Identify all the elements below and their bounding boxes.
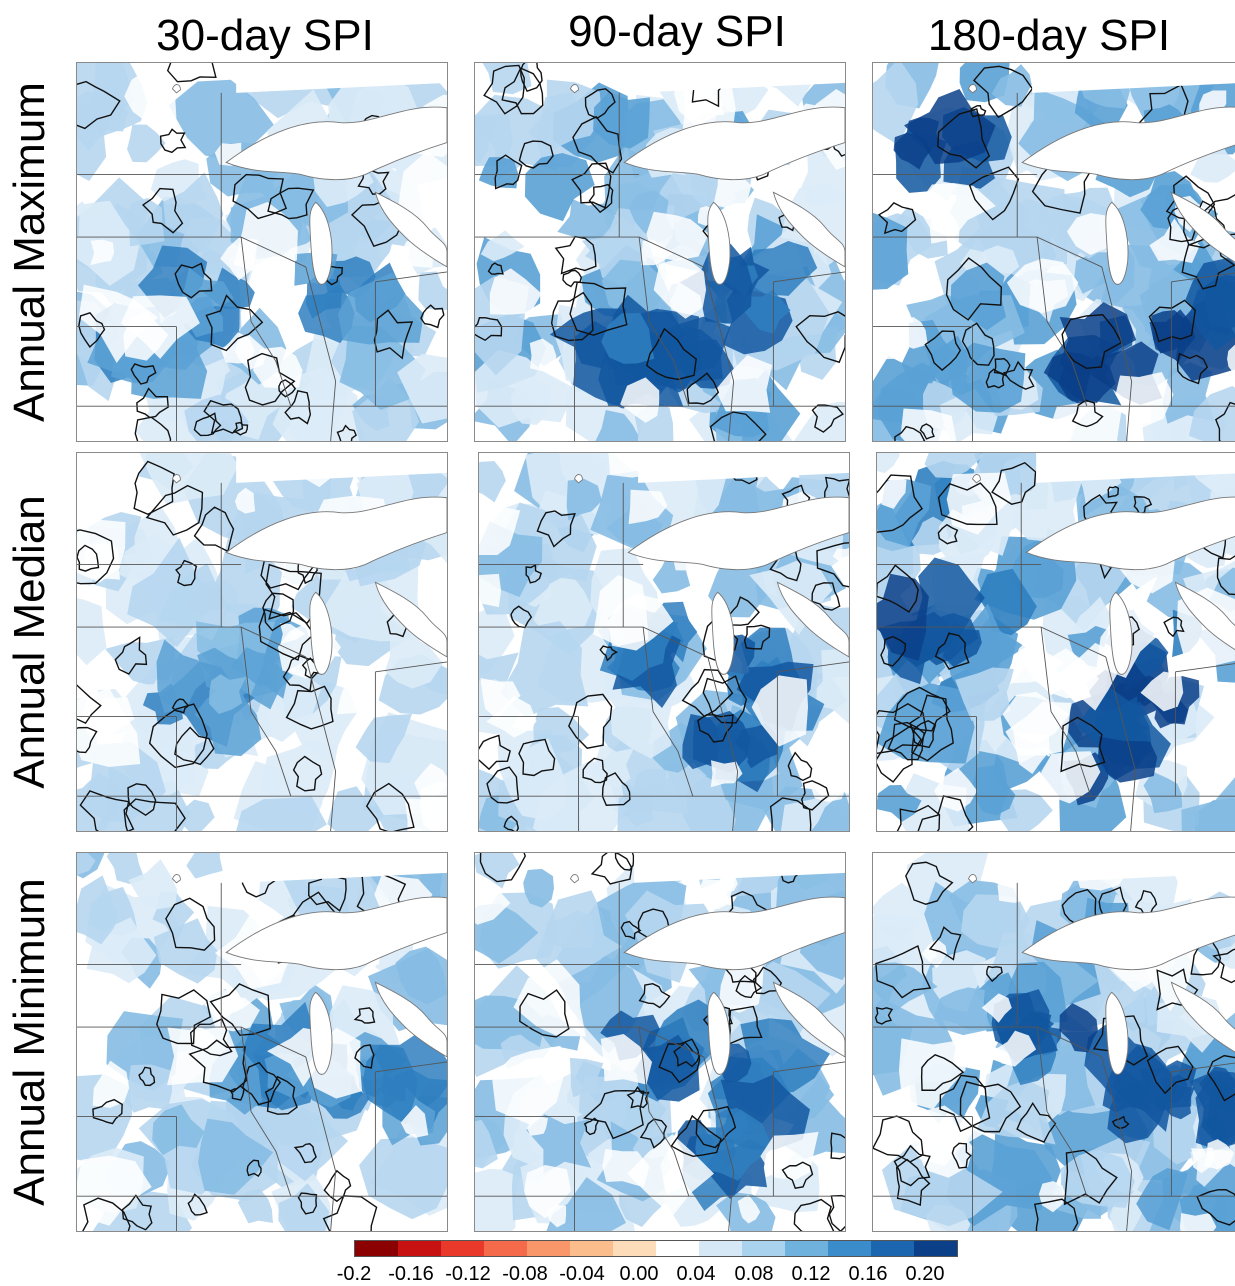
spi-correlation-map [479, 453, 849, 831]
spi-correlation-map [77, 453, 447, 831]
colorbar-tick-label: -0.16 [388, 1263, 434, 1285]
state-boundaries [479, 482, 849, 831]
spi-correlation-map [877, 453, 1235, 831]
colorbar-swatch-3 [484, 1241, 527, 1256]
spi-correlation-map [77, 63, 447, 441]
colorbar-tick-label: 0.20 [905, 1263, 945, 1285]
colorbar-swatch-4 [527, 1241, 570, 1256]
colorbar-tick-label: 0.12 [791, 1263, 831, 1285]
map-panel-min-30day [76, 852, 448, 1232]
colorbar-swatch-9 [742, 1241, 785, 1256]
colorbar-tick-label: 0.08 [734, 1263, 774, 1285]
colorbar-swatch-7 [656, 1241, 699, 1256]
great-lakes [967, 853, 1235, 1075]
colorbar-tick-label: -0.12 [445, 1263, 491, 1285]
map-panel-max-30day [76, 62, 448, 442]
colorbar-swatch-12 [871, 1241, 914, 1256]
great-lakes [171, 853, 447, 1075]
great-lakes [171, 453, 447, 675]
spi-correlation-map [475, 853, 845, 1231]
great-lakes [573, 453, 849, 675]
state-boundaries [475, 882, 845, 1231]
row-title-annual-maximum: Annual Maximum [5, 82, 54, 422]
map-panel-median-90day [478, 452, 850, 832]
significance-contours [877, 65, 1235, 441]
column-title-90day: 90-day SPI [568, 7, 786, 56]
row-title-annual-minimum: Annual Minimum [5, 878, 54, 1206]
significance-contours [479, 853, 845, 1231]
colorbar-swatch-1 [398, 1241, 441, 1256]
column-title-30day: 30-day SPI [156, 11, 374, 60]
great-lakes [171, 63, 447, 285]
spi-correlation-map [475, 63, 845, 441]
great-lakes [569, 853, 845, 1075]
map-panel-median-30day [76, 452, 448, 832]
colorbar-swatch-5 [570, 1241, 613, 1256]
map-panel-max-90day [474, 62, 846, 442]
map-panel-min-180day [872, 852, 1235, 1232]
colorbar-tick-label: -0.08 [502, 1263, 548, 1285]
state-boundaries [873, 92, 1235, 441]
colorbar-tick-label: 0.04 [676, 1263, 716, 1285]
colorbar-tick-label: -0.04 [559, 1263, 605, 1285]
great-lakes [967, 63, 1235, 285]
colorbar [354, 1240, 958, 1257]
colorbar-tick-label: -0.2 [336, 1263, 372, 1285]
map-panel-max-180day [872, 62, 1235, 442]
state-boundaries [877, 482, 1235, 831]
state-boundaries [475, 92, 845, 441]
spi-field [475, 63, 845, 441]
state-boundaries [77, 92, 447, 441]
spi-correlation-map [873, 63, 1235, 441]
map-panel-median-180day [876, 452, 1235, 832]
colorbar-tick-label: 0.16 [848, 1263, 888, 1285]
row-title-annual-median: Annual Median [5, 495, 55, 789]
colorbar-tick-label: 0.00 [619, 1263, 659, 1285]
colorbar-swatch-13 [914, 1241, 957, 1256]
great-lakes [569, 63, 845, 285]
state-boundaries [873, 882, 1235, 1231]
column-title-180day: 180-day SPI [927, 11, 1171, 60]
great-lakes [971, 453, 1235, 675]
state-boundaries [77, 482, 447, 831]
state-boundaries [77, 882, 447, 1231]
colorbar-swatch-8 [699, 1241, 742, 1256]
significance-contours [873, 861, 1235, 1231]
colorbar-swatch-6 [613, 1241, 656, 1256]
spi-correlation-map [77, 853, 447, 1231]
map-panel-min-90day [474, 852, 846, 1232]
colorbar-swatch-11 [828, 1241, 871, 1256]
spi-correlation-map [873, 853, 1235, 1231]
colorbar-swatch-10 [785, 1241, 828, 1256]
colorbar-swatch-2 [441, 1241, 484, 1256]
colorbar-swatch-0 [355, 1241, 398, 1256]
